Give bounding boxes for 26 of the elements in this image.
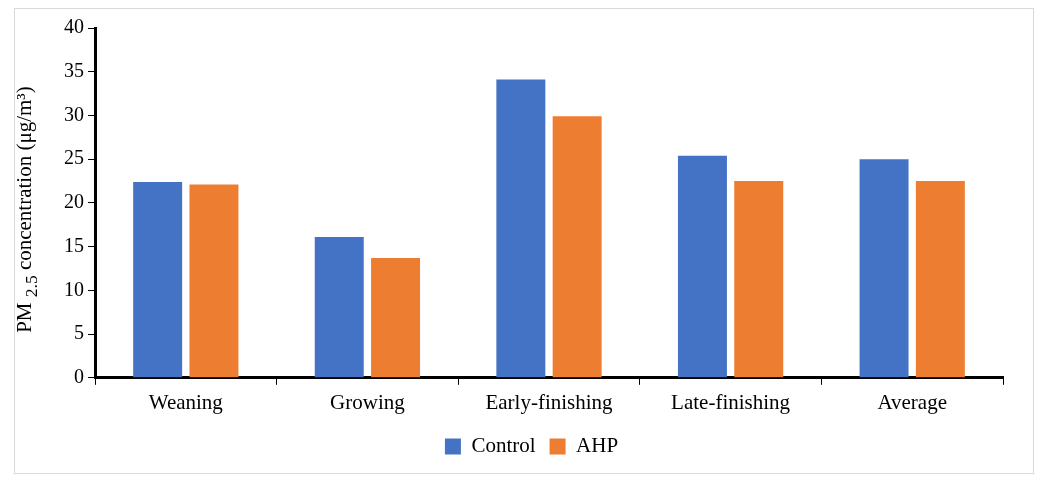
- bar: [677, 155, 727, 378]
- y-tick-label: 30: [64, 102, 84, 125]
- bar: [496, 79, 546, 378]
- y-tick-label: 10: [64, 277, 84, 300]
- bar: [371, 257, 421, 378]
- bar: [915, 181, 965, 378]
- legend-label: Control: [471, 433, 536, 458]
- y-tick-label: 20: [64, 190, 84, 213]
- x-tick-label: Average: [877, 389, 947, 414]
- y-tick-label: 35: [64, 58, 84, 81]
- y-tick-label: 40: [64, 15, 84, 38]
- y-tick-label: 5: [74, 321, 84, 344]
- x-tick-label: Weaning: [148, 389, 224, 414]
- x-tick-label: Early-finishing: [485, 389, 614, 414]
- bar: [859, 159, 909, 378]
- legend-label: AHP: [576, 433, 619, 458]
- y-tick-label: 15: [64, 233, 84, 256]
- x-tick-label: Growing: [330, 389, 406, 414]
- bar: [734, 181, 784, 378]
- y-tick-label: 25: [64, 146, 84, 169]
- bar: [133, 181, 183, 378]
- x-tick-label: Late-finishing: [671, 389, 791, 414]
- bar: [189, 184, 239, 378]
- bar: [552, 116, 602, 378]
- y-tick-label: 0: [74, 365, 84, 388]
- bar: [314, 237, 364, 378]
